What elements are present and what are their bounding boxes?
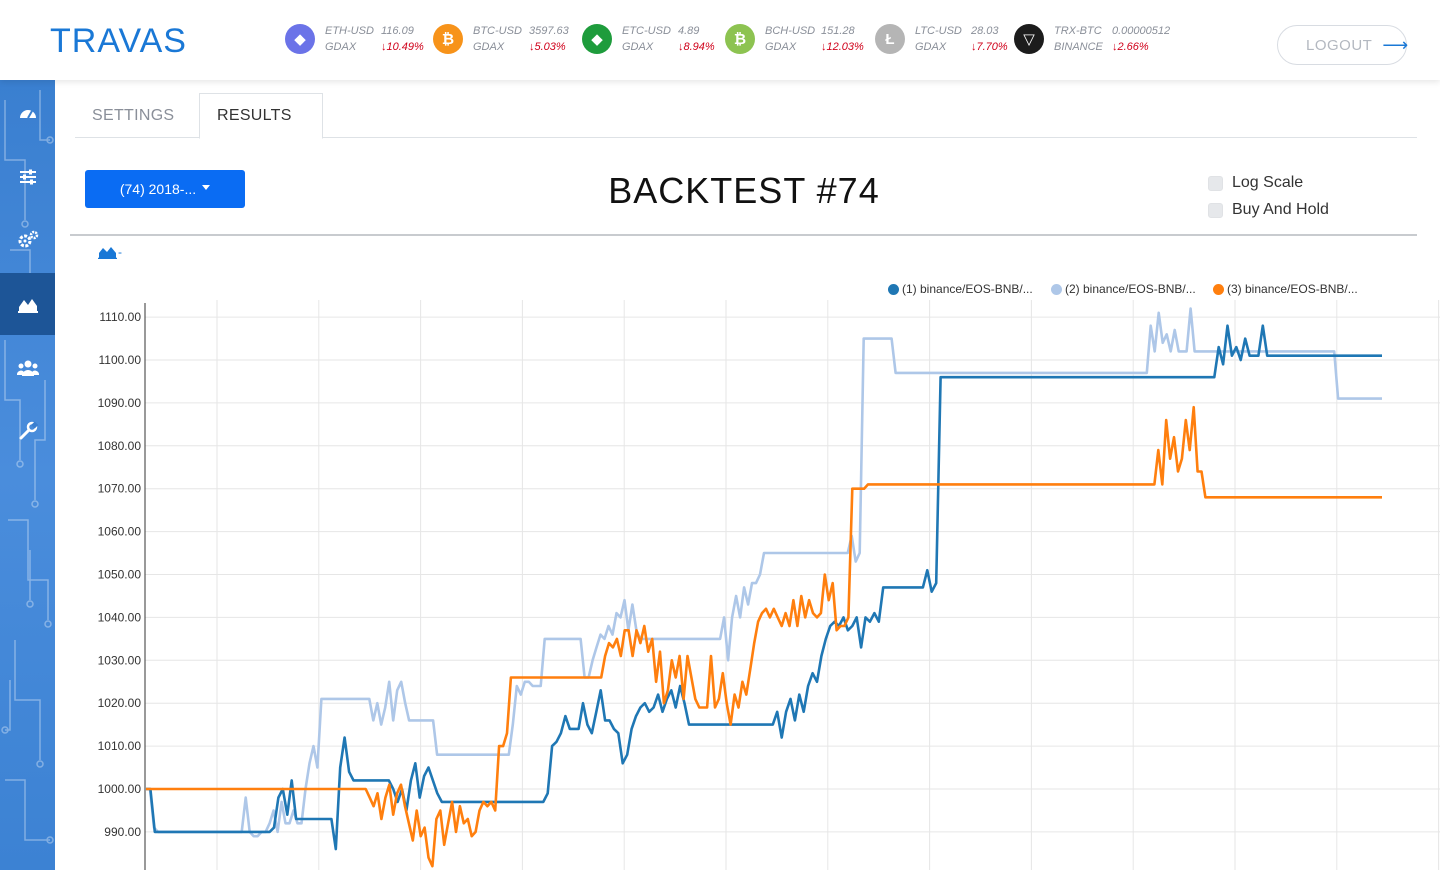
ticker-eth-usd[interactable]: ◆ ETH-USD GDAX 116.09 ↓10.49% [285, 24, 435, 56]
sidebar-item-backtest[interactable] [0, 273, 55, 335]
ticker-ltc-usd[interactable]: Ł LTC-USD GDAX 28.03 ↓7.70% [875, 24, 1025, 56]
ticker-etc-usd[interactable]: ◆ ETC-USD GDAX 4.89 ↓8.94% [582, 24, 732, 56]
ticker-change: ↓8.94% [678, 41, 715, 53]
wrench-icon [19, 421, 38, 440]
ticker-exchange: GDAX [473, 41, 505, 53]
y-tick-label: 1040.00 [98, 610, 142, 624]
ticker-exchange: GDAX [622, 41, 654, 53]
legend-swatch [1213, 283, 1224, 295]
y-tick-label: 1100.00 [99, 353, 142, 367]
sidebar-item-settings[interactable] [0, 146, 55, 208]
ticker-pair: TRX-BTC [1054, 25, 1102, 37]
y-tick-label: 1010.00 [98, 739, 142, 753]
legend-item[interactable]: (1) binance/EOS-BNB/... [888, 281, 1033, 297]
brand-logo[interactable]: TRAVAS [50, 22, 187, 60]
ticker-price: 3597.63 [529, 25, 569, 37]
y-tick-label: 1070.00 [98, 482, 142, 496]
backtest-line-chart: 1110.00 1100.00 1090.00 1080.00 1070.00 1060.… [98, 300, 1440, 870]
gears-icon [18, 230, 38, 248]
arrow-right-icon: ⟶ [1382, 34, 1409, 55]
users-icon [16, 360, 39, 376]
legend-label: (3) binance/EOS-BNB/... [1227, 282, 1358, 296]
ticker-bch-usd[interactable]: ₿ BCH-USD GDAX 151.28 ↓12.03% [725, 24, 875, 56]
log-scale-label: Log Scale [1232, 174, 1304, 191]
y-tick-label: 1050.00 [98, 568, 142, 582]
bitcoin-icon: ₿ [433, 24, 463, 54]
litecoin-icon: Ł [875, 24, 905, 54]
y-tick-label: 990.00 [104, 825, 141, 839]
ticker-change: ↓2.66% [1112, 41, 1149, 53]
ticker-pair: ETH-USD [325, 25, 374, 37]
backtest-select-label: (74) 2018-... [119, 181, 197, 197]
ticker-exchange: GDAX [765, 41, 797, 53]
legend-item[interactable]: (2) binance/EOS-BNB/... [1051, 281, 1196, 297]
legend-swatch [888, 283, 899, 295]
sidebar-item-strategies[interactable] [0, 209, 55, 271]
log-scale-option[interactable]: Log Scale [1208, 172, 1303, 194]
area-chart-icon [17, 299, 38, 313]
legend-item[interactable]: (3) binance/EOS-BNB/... [1213, 281, 1358, 297]
ticker-price: 28.03 [971, 25, 999, 37]
top-header: TRAVAS ◆ ETH-USD GDAX 116.09 ↓10.49% ₿ BTC-USD… [0, 0, 1440, 80]
ticker-change: ↓10.49% [381, 41, 424, 53]
ticker-pair: LTC-USD [915, 25, 962, 37]
log-scale-checkbox[interactable] [1208, 175, 1223, 191]
ticker-pair: BTC-USD [473, 25, 522, 37]
dashboard-icon [19, 110, 36, 119]
ethereum-icon: ◆ [285, 24, 315, 54]
y-tick-label: 1060.00 [98, 525, 142, 539]
tron-icon: ▽ [1014, 24, 1044, 54]
ticker-exchange: GDAX [325, 41, 357, 53]
logout-label: LOGOUT [1306, 36, 1373, 54]
backtest-select-dropdown[interactable]: (74) 2018-... [85, 170, 245, 208]
y-tick-label: 1080.00 [98, 439, 142, 453]
sidebar-item-dashboard[interactable] [0, 83, 55, 145]
sidebar-item-tools[interactable] [0, 400, 55, 462]
ticker-price: 0.00000512 [1112, 25, 1171, 37]
ticker-change: ↓7.70% [971, 41, 1008, 53]
legend-label: (1) binance/EOS-BNB/... [902, 282, 1033, 296]
y-tick-label: 1110.00 [99, 310, 141, 324]
legend-label: (2) binance/EOS-BNB/... [1065, 282, 1196, 296]
series-line-2 [146, 307, 1382, 838]
logout-button[interactable]: LOGOUT ⟶ [1277, 25, 1409, 65]
section-divider [70, 234, 1417, 236]
ticker-exchange: BINANCE [1054, 41, 1103, 53]
chart-toggle-label: - [118, 245, 122, 259]
series-line-1 [146, 324, 1382, 851]
y-tick-label: 1000.00 [98, 782, 142, 796]
buy-and-hold-checkbox[interactable] [1208, 202, 1223, 218]
page-title: BACKTEST #74 [608, 170, 880, 211]
ticker-price: 151.28 [821, 25, 855, 37]
ticker-trx-btc[interactable]: ▽ TRX-BTC BINANCE 0.00000512 ↓2.66% [1014, 24, 1170, 56]
sliders-icon [19, 169, 36, 185]
results-tabs: SETTINGS RESULTS [75, 93, 1417, 139]
buy-and-hold-option[interactable]: Buy And Hold [1208, 199, 1329, 221]
area-chart-icon [98, 247, 117, 259]
sidebar [0, 80, 55, 870]
ethereum-classic-icon: ◆ [582, 24, 612, 54]
series-line-3 [146, 405, 1382, 868]
y-tick-label: 1020.00 [98, 696, 142, 710]
ticker-pair: ETC-USD [622, 25, 671, 37]
y-tick-label: 1090.00 [98, 396, 142, 410]
chart-type-toggle[interactable]: - [98, 245, 122, 259]
tab-results[interactable]: RESULTS [199, 93, 323, 139]
caret-down-icon [202, 184, 211, 190]
ticker-change: ↓12.03% [821, 41, 864, 53]
ticker-pair: BCH-USD [765, 25, 816, 37]
ticker-price: 116.09 [381, 25, 414, 37]
buy-and-hold-label: Buy And Hold [1232, 201, 1329, 218]
legend-swatch [1051, 283, 1062, 295]
sidebar-item-users[interactable] [0, 337, 55, 399]
bitcoin-cash-icon: ₿ [725, 24, 755, 54]
ticker-change: ↓5.03% [529, 41, 566, 53]
ticker-price: 4.89 [678, 25, 700, 37]
ticker-btc-usd[interactable]: ₿ BTC-USD GDAX 3597.63 ↓5.03% [433, 24, 583, 56]
y-tick-label: 1030.00 [98, 653, 142, 667]
ticker-exchange: GDAX [915, 41, 947, 53]
tab-settings[interactable]: SETTINGS [92, 106, 175, 124]
